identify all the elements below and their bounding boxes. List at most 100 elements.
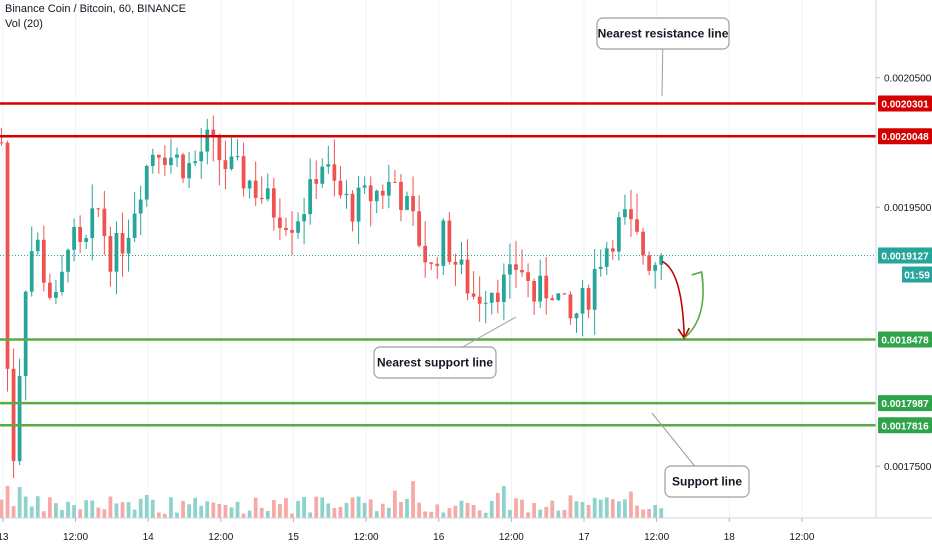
candle-body [368, 185, 373, 202]
candle-body [562, 293, 567, 295]
volume-bar [241, 513, 246, 518]
volume-bar [247, 510, 252, 518]
x-tick-label: 17 [578, 532, 590, 543]
volume-bar [411, 481, 415, 518]
candle-body [290, 230, 294, 233]
volume-bar [653, 505, 658, 518]
x-tick-label: 12:00 [499, 532, 524, 543]
candle-body [568, 294, 573, 319]
candle-body [417, 211, 421, 246]
candle-body [362, 185, 367, 188]
volume-bar [60, 509, 64, 518]
volume-bar [405, 498, 409, 518]
candle-body [344, 193, 349, 196]
volume-bar [380, 503, 385, 518]
candle-body [156, 154, 161, 158]
volume-bar [520, 499, 524, 518]
candle-body [284, 228, 288, 231]
support-callout-text: Nearest support line [377, 356, 493, 370]
volume-bar [235, 501, 240, 518]
price-tag-label: 0.0020048 [881, 132, 929, 143]
volume-bar [562, 509, 567, 518]
volume-bar [181, 500, 185, 518]
volume-bar [471, 505, 476, 518]
candle-body [229, 156, 234, 170]
candle-body [356, 187, 361, 222]
volume-bar [526, 512, 530, 518]
candle-body [447, 220, 452, 262]
candle-body [350, 193, 355, 222]
projection-up-arrowhead [691, 270, 704, 283]
candle-body [616, 217, 621, 252]
candle-body [501, 274, 506, 302]
volume-bar [35, 496, 40, 518]
volume-bar [17, 487, 22, 518]
volume-bar [483, 512, 488, 518]
y-tick-label: 0.0020500 [884, 74, 932, 85]
volume-bar [616, 501, 621, 518]
volume-bar [265, 511, 270, 518]
x-tick-label: 12:00 [208, 532, 233, 543]
support-line-callout: Support line [651, 412, 750, 498]
support-callout: Nearest support line [373, 316, 517, 379]
volume-bar [604, 497, 609, 518]
volume-bar [205, 501, 210, 518]
candle-body [5, 142, 10, 369]
candle-body [35, 239, 40, 252]
volume-bar [659, 508, 664, 518]
resistance-callout: Nearest resistance line [596, 17, 730, 97]
volume-bar [623, 499, 627, 518]
resistance-callout-text: Nearest resistance line [598, 27, 729, 41]
volume-bar [156, 512, 161, 518]
volume-bar [538, 509, 543, 518]
volume-bar [629, 491, 633, 518]
candle-body [586, 288, 591, 310]
volume-bar [441, 512, 446, 518]
candle-body [489, 292, 494, 303]
candle-body [217, 135, 222, 161]
candle-body [405, 195, 409, 211]
candle-body [235, 156, 240, 158]
candle-body [169, 157, 173, 166]
candle-body [302, 214, 306, 222]
volume-bar [350, 497, 355, 518]
candle-body [641, 231, 645, 256]
volume-bar [193, 497, 198, 518]
candle-body [193, 161, 198, 164]
candle-body [423, 245, 428, 263]
volume-bar [532, 503, 536, 518]
volume-bar [84, 500, 89, 518]
candle-body [241, 156, 246, 189]
volume-bar [102, 509, 107, 518]
candle-body [11, 368, 16, 462]
current-price-tag [878, 247, 932, 264]
price-tag [878, 331, 932, 348]
volume-bar [641, 509, 645, 518]
candle-body [84, 238, 89, 242]
candle-body [96, 208, 101, 210]
candle-body [526, 272, 530, 281]
volume-bar [96, 507, 101, 518]
volume-bar [399, 501, 403, 518]
x-tick-label: 16 [433, 532, 445, 543]
volume-bar [278, 504, 282, 518]
candle-body [635, 219, 639, 232]
volume-bar [417, 502, 421, 518]
price-tag-label: 0.0017987 [881, 399, 929, 410]
volume-bar [284, 498, 288, 518]
volume-bar [568, 495, 573, 518]
volume-indicator-label: Vol (20) [5, 18, 43, 30]
candle-body [477, 296, 482, 304]
price-tag [878, 128, 932, 145]
candle-body [41, 239, 46, 283]
candle-body [659, 255, 664, 265]
candle-body [629, 209, 633, 220]
candle-body [320, 166, 325, 184]
volume-bar [453, 505, 458, 518]
volume-bar [556, 510, 561, 518]
volume-bar [647, 509, 652, 518]
volume-bar [78, 509, 83, 518]
volume-bar [459, 500, 464, 518]
price-tag-label: 0.0018478 [881, 336, 929, 347]
